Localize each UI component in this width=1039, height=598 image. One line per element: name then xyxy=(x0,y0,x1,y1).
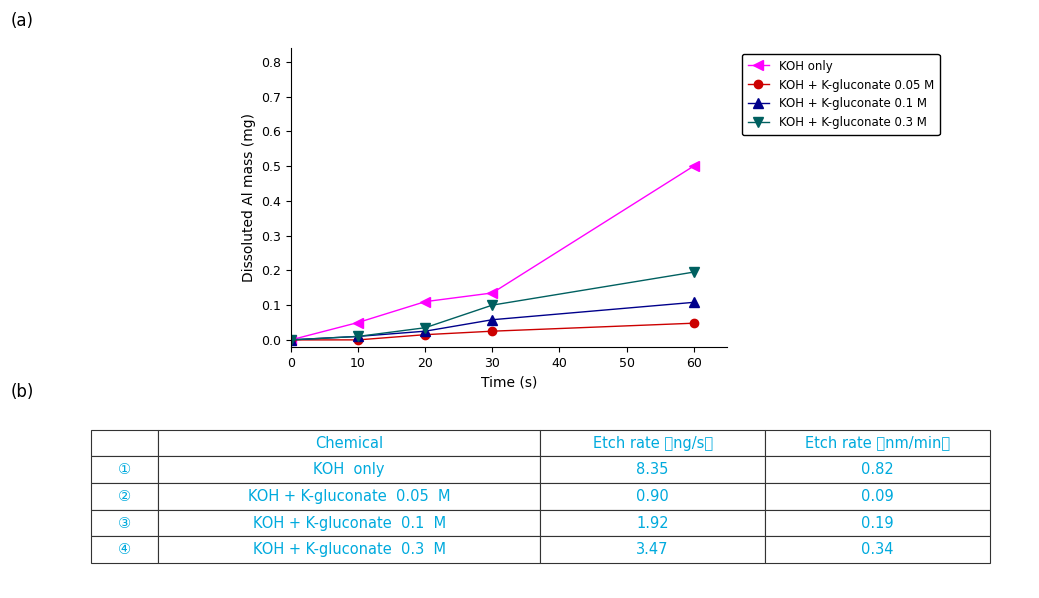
Y-axis label: Dissoluted Al mass (mg): Dissoluted Al mass (mg) xyxy=(242,113,256,282)
KOH + K-gluconate 0.3 M xyxy=(285,336,297,343)
Text: (a): (a) xyxy=(10,12,33,30)
Text: (b): (b) xyxy=(10,383,33,401)
KOH + K-gluconate 0.05 M xyxy=(688,319,700,327)
KOH + K-gluconate 0.3 M xyxy=(486,301,499,309)
X-axis label: Time (s): Time (s) xyxy=(481,375,537,389)
KOH only xyxy=(285,336,297,343)
KOH + K-gluconate 0.1 M xyxy=(352,333,365,340)
KOH + K-gluconate 0.3 M xyxy=(419,324,431,331)
Legend: KOH only, KOH + K-gluconate 0.05 M, KOH + K-gluconate 0.1 M, KOH + K-gluconate 0: KOH only, KOH + K-gluconate 0.05 M, KOH … xyxy=(742,54,939,135)
Line: KOH + K-gluconate 0.05 M: KOH + K-gluconate 0.05 M xyxy=(287,319,698,344)
KOH + K-gluconate 0.05 M xyxy=(285,336,297,343)
KOH + K-gluconate 0.1 M xyxy=(419,328,431,335)
KOH only xyxy=(419,298,431,305)
KOH only xyxy=(688,163,700,170)
KOH + K-gluconate 0.1 M xyxy=(688,299,700,306)
KOH + K-gluconate 0.1 M xyxy=(285,336,297,343)
KOH + K-gluconate 0.1 M xyxy=(486,316,499,324)
KOH only xyxy=(352,319,365,326)
Line: KOH + K-gluconate 0.3 M: KOH + K-gluconate 0.3 M xyxy=(286,267,698,345)
KOH + K-gluconate 0.05 M xyxy=(419,331,431,338)
Line: KOH only: KOH only xyxy=(286,161,698,345)
KOH + K-gluconate 0.3 M xyxy=(352,333,365,340)
Line: KOH + K-gluconate 0.1 M: KOH + K-gluconate 0.1 M xyxy=(286,297,698,345)
KOH only xyxy=(486,289,499,297)
KOH + K-gluconate 0.05 M xyxy=(352,336,365,343)
KOH + K-gluconate 0.3 M xyxy=(688,269,700,276)
KOH + K-gluconate 0.05 M xyxy=(486,328,499,335)
